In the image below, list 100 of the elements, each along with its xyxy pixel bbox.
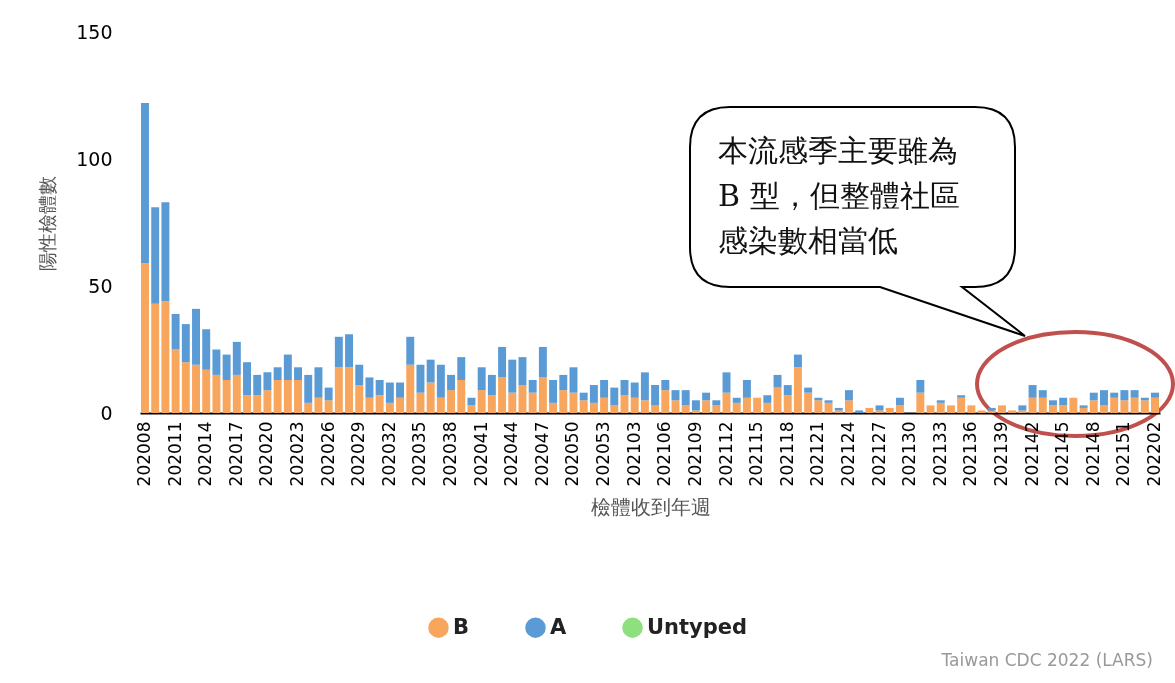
x-tick-label: 202133 bbox=[929, 421, 950, 487]
bar bbox=[436, 397, 445, 413]
x-tick-label: 202115 bbox=[746, 421, 767, 487]
bar bbox=[345, 334, 354, 368]
bar bbox=[804, 387, 813, 393]
bar bbox=[1079, 405, 1088, 408]
bar bbox=[192, 364, 200, 413]
bar bbox=[161, 301, 170, 413]
bar bbox=[579, 400, 588, 413]
bar bbox=[895, 405, 904, 413]
bar bbox=[181, 324, 190, 363]
bar bbox=[1120, 400, 1129, 413]
x-tick-label: 202124 bbox=[837, 421, 858, 487]
x-tick-label: 202029 bbox=[348, 421, 369, 487]
x-tick-label: 202047 bbox=[531, 421, 552, 487]
bar bbox=[977, 410, 986, 413]
bar bbox=[161, 202, 170, 302]
bar bbox=[304, 402, 313, 413]
bar bbox=[314, 367, 323, 398]
bar bbox=[855, 410, 864, 413]
bar bbox=[865, 407, 874, 413]
x-tick-label: 202023 bbox=[287, 421, 308, 487]
bar bbox=[314, 397, 323, 413]
bar bbox=[916, 392, 925, 413]
x-tick-label: 202026 bbox=[317, 421, 338, 487]
bar bbox=[171, 349, 180, 413]
y-axis-title: 陽性檢體數 bbox=[36, 175, 59, 271]
bar bbox=[661, 379, 670, 391]
bar bbox=[1110, 392, 1119, 398]
x-tick-label: 202032 bbox=[378, 421, 399, 487]
bar bbox=[375, 379, 384, 396]
bar bbox=[426, 382, 435, 413]
bar bbox=[538, 346, 547, 378]
y-tick-label: 100 bbox=[76, 147, 113, 170]
bar bbox=[753, 397, 762, 413]
bar bbox=[1049, 405, 1057, 413]
bar bbox=[334, 336, 343, 368]
x-tick-label: 202035 bbox=[409, 421, 430, 487]
bar bbox=[212, 374, 221, 413]
bar bbox=[212, 349, 221, 375]
bar bbox=[661, 390, 670, 413]
bar bbox=[1038, 390, 1047, 398]
x-tick-label: 202103 bbox=[623, 421, 644, 487]
bar bbox=[1038, 397, 1047, 413]
bar bbox=[885, 407, 894, 413]
bar bbox=[151, 303, 160, 413]
bar bbox=[396, 382, 405, 398]
bar bbox=[263, 372, 272, 391]
bar bbox=[681, 405, 690, 413]
bar bbox=[559, 390, 568, 413]
bar bbox=[1028, 397, 1037, 413]
bar bbox=[1089, 392, 1098, 401]
bar bbox=[518, 385, 527, 413]
bar bbox=[487, 395, 496, 413]
bar bbox=[1151, 392, 1159, 398]
bar bbox=[600, 379, 609, 398]
x-tick-label: 202127 bbox=[868, 421, 889, 487]
x-tick-label: 202121 bbox=[807, 421, 828, 487]
bar bbox=[936, 400, 945, 403]
bar bbox=[1151, 397, 1159, 413]
bar bbox=[814, 400, 823, 413]
bar bbox=[1069, 397, 1078, 413]
x-tick-label: 202145 bbox=[1052, 421, 1073, 487]
bar bbox=[141, 103, 149, 264]
bar bbox=[844, 390, 853, 401]
bar bbox=[1089, 400, 1098, 413]
bar bbox=[773, 387, 782, 413]
bar bbox=[793, 354, 802, 368]
bar bbox=[273, 367, 282, 380]
bar bbox=[1100, 390, 1108, 406]
bar bbox=[232, 341, 241, 375]
x-tick-label: 202109 bbox=[684, 421, 705, 487]
bar bbox=[375, 395, 384, 413]
bar bbox=[253, 374, 262, 396]
bar bbox=[416, 392, 425, 413]
bar bbox=[345, 367, 354, 413]
bar bbox=[651, 405, 660, 413]
bar bbox=[365, 397, 374, 413]
bar bbox=[406, 336, 415, 365]
bar bbox=[508, 359, 517, 393]
legend-label: Untyped bbox=[647, 614, 748, 639]
bar bbox=[518, 357, 527, 386]
bar bbox=[640, 400, 649, 413]
bar bbox=[630, 397, 639, 413]
bar bbox=[232, 374, 241, 413]
bar bbox=[447, 390, 456, 413]
bar bbox=[355, 385, 364, 413]
x-tick-label: 202011 bbox=[164, 421, 185, 487]
bar bbox=[457, 357, 466, 380]
bar bbox=[1130, 397, 1139, 413]
bar bbox=[1130, 390, 1139, 398]
bar bbox=[579, 392, 588, 401]
x-tick-label: 202130 bbox=[899, 421, 920, 487]
x-tick-label: 202142 bbox=[1021, 421, 1042, 487]
bar bbox=[151, 207, 160, 304]
bar bbox=[640, 372, 649, 401]
bar bbox=[610, 387, 619, 406]
bar bbox=[916, 379, 925, 393]
bar bbox=[508, 392, 517, 413]
bar bbox=[477, 390, 486, 413]
